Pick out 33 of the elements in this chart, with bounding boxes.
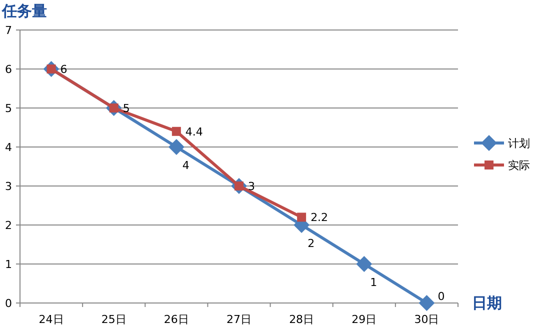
legend-label: 实际 bbox=[508, 159, 530, 172]
data-label: 2 bbox=[308, 237, 315, 250]
y-tick-label: 5 bbox=[5, 102, 12, 115]
y-axis-title: 任务量 bbox=[1, 2, 47, 20]
legend-label: 计划 bbox=[508, 137, 530, 150]
y-tick-label: 4 bbox=[5, 141, 12, 154]
x-tick-label: 27日 bbox=[226, 313, 252, 326]
x-tick-label: 30日 bbox=[414, 313, 440, 326]
point bbox=[168, 139, 184, 155]
x-tick-label: 25日 bbox=[101, 313, 126, 326]
y-tick-label: 3 bbox=[5, 180, 12, 193]
x-tick-label: 26日 bbox=[164, 313, 189, 326]
x-tick-label: 29日 bbox=[352, 313, 377, 326]
data-label: 4.4 bbox=[185, 125, 203, 138]
point bbox=[356, 256, 372, 272]
data-label: 0 bbox=[438, 290, 445, 303]
data-label: 2.2 bbox=[310, 211, 328, 224]
y-tick-label: 7 bbox=[5, 24, 12, 37]
point bbox=[297, 212, 306, 222]
x-tick-label: 24日 bbox=[38, 313, 64, 326]
y-tick-label: 2 bbox=[5, 219, 12, 232]
data-label: 4 bbox=[182, 159, 190, 172]
y-tick-label: 0 bbox=[5, 297, 12, 310]
point bbox=[172, 126, 181, 136]
x-tick-label: 28日 bbox=[289, 313, 314, 326]
point bbox=[418, 295, 435, 311]
data-label: 5 bbox=[122, 102, 130, 115]
y-tick-label: 6 bbox=[5, 63, 12, 76]
data-label: 6 bbox=[60, 63, 68, 76]
data-label: 1 bbox=[370, 276, 378, 289]
y-tick-label: 1 bbox=[5, 258, 12, 271]
x-axis-title: 日期 bbox=[472, 294, 502, 312]
data-label: 3 bbox=[248, 180, 255, 193]
